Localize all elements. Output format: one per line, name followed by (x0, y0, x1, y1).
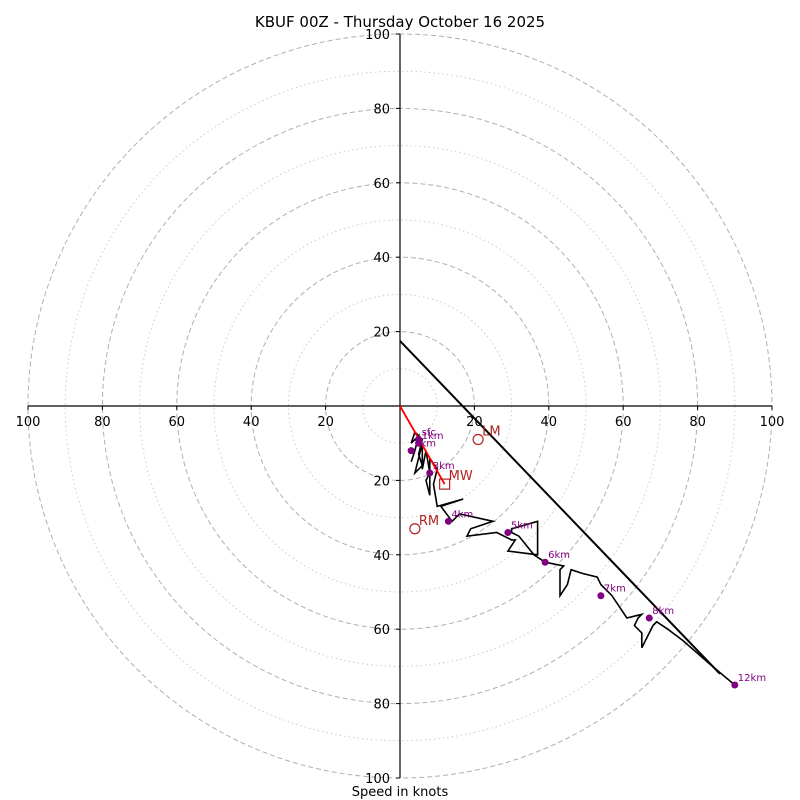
y-tick-label-bottom-4: 100 (365, 772, 390, 787)
height-marker-dot-5km (504, 528, 512, 536)
y-tick-label-top-1: 80 (373, 102, 390, 117)
height-marker-label-7km: 7km (604, 584, 626, 595)
height-marker-label-3km: 3km (433, 461, 455, 472)
x-tick-label-left-2: 60 (169, 415, 186, 430)
height-marker-dot-3km (426, 469, 434, 477)
storm-motion-markers: LM MW RM (409, 424, 501, 535)
storm-motion-label-lm: LM (482, 424, 500, 439)
y-tick-label-bottom-0: 20 (373, 474, 390, 489)
storm-motion-label-rm: RM (419, 514, 439, 529)
x-tick-label-left-0: 100 (16, 415, 41, 430)
y-tick-label-top-0: 100 (365, 28, 390, 43)
height-marker-dot-8km (645, 614, 653, 622)
x-tick-label-right-0: 20 (466, 415, 483, 430)
chart-title: KBUF 00Z - Thursday October 16 2025 (255, 13, 545, 31)
x-tick-label-left-4: 20 (317, 415, 334, 430)
storm-motion-marker-lm (472, 433, 484, 446)
height-marker-dot-2km (407, 447, 415, 455)
height-marker-dot-1km (415, 439, 423, 447)
height-marker-label-2km: 2km (414, 439, 436, 450)
height-marker-label-5km: 5km (511, 520, 533, 531)
y-tick-label-top-2: 60 (373, 177, 390, 192)
x-tick-label-right-2: 60 (615, 415, 632, 430)
height-marker-dot-6km (541, 558, 549, 566)
x-tick-label-right-4: 100 (760, 415, 785, 430)
height-marker-label-6km: 6km (548, 550, 570, 561)
x-axis-label: Speed in knots (352, 785, 449, 800)
axis-ticks: 100 80 60 40 20 20 40 60 80 100 100 80 60 40 20 20 40 60 8… (16, 28, 785, 787)
y-tick-label-bottom-2: 60 (373, 623, 390, 638)
y-tick-label-bottom-3: 80 (373, 698, 390, 713)
y-tick-label-top-3: 40 (373, 251, 390, 266)
y-tick-label-bottom-1: 40 (373, 549, 390, 564)
height-marker-dot-4km (444, 517, 452, 525)
height-marker-dot-7km (597, 592, 605, 600)
x-tick-label-right-3: 80 (689, 415, 706, 430)
shear-vector-group (399, 405, 446, 485)
height-marker-label-4km: 4km (451, 509, 473, 520)
x-tick-label-right-1: 40 (541, 415, 558, 430)
height-marker-dot-12km (731, 681, 739, 689)
x-tick-label-left-3: 40 (243, 415, 260, 430)
shear-vector (399, 405, 446, 485)
height-marker-label-12km: 12km (738, 673, 766, 684)
storm-motion-marker-mw (439, 478, 451, 490)
helicity-line (399, 340, 721, 675)
y-tick-label-top-4: 20 (373, 326, 390, 341)
height-marker-label-sfc: sfc (422, 427, 436, 438)
storm-motion-label-mw: MW (449, 469, 473, 484)
helicity-line-group (399, 340, 721, 675)
height-marker-label-8km: 8km (652, 606, 674, 617)
x-tick-label-left-1: 80 (94, 415, 111, 430)
storm-motion-marker-rm (409, 523, 421, 535)
height-marker-label-1km: 1km (422, 431, 444, 442)
